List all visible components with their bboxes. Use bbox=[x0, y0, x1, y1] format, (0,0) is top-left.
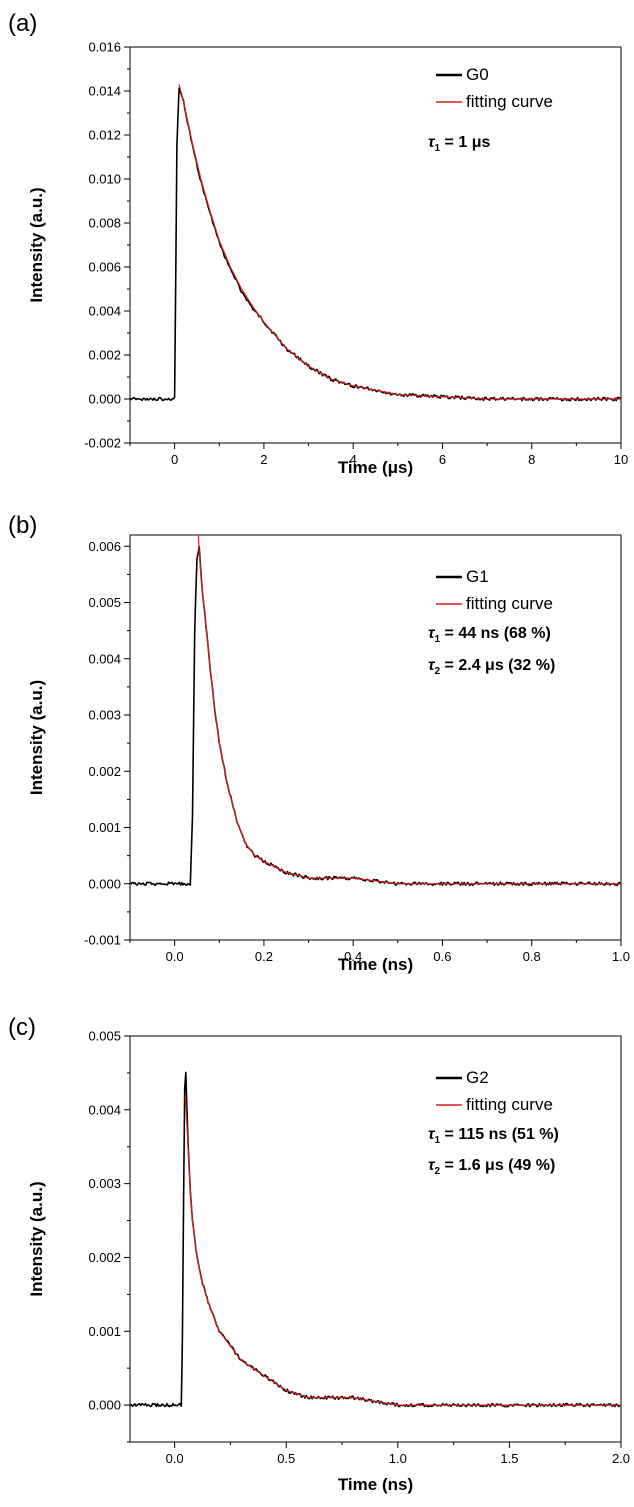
fit-series-line-a bbox=[178, 84, 621, 400]
x-tick-label-c: 2.0 bbox=[612, 1451, 630, 1466]
x-tick-label-b: 0.8 bbox=[523, 949, 541, 964]
chart-b-svg: (b) 0.0 0.2 0.4 0.6 0.8 1.0 -0.001 0.000 0.001 0.0… bbox=[8, 512, 630, 974]
chart-c-svg: (c) 0.0 0.5 1.0 1.5 2.0 0.000 0.001 0.002 0.003 0.… bbox=[8, 1014, 630, 1494]
y-tick-label-b: 0.000 bbox=[88, 876, 121, 891]
panel-label-a: (a) bbox=[8, 10, 37, 37]
lifetime-annotation-a: τ1 = 1 μs bbox=[428, 134, 490, 154]
lifetime-annotation-b: τ1 = 44 ns (68 %) bbox=[428, 625, 551, 645]
x-tick-label-b: 0.2 bbox=[255, 949, 273, 964]
chart-panel-a: (a) 0 2 4 6 8 10 -0.002 0.000 0.002 0.004 0.006 0.00… bbox=[0, 0, 634, 502]
legend-label-a: fitting curve bbox=[466, 92, 553, 111]
x-tick-label-c: 0.0 bbox=[166, 1451, 184, 1466]
y-tick-label-b: 0.001 bbox=[88, 820, 121, 835]
x-tick-label-c: 1.5 bbox=[500, 1451, 518, 1466]
y-tick-label-b: -0.001 bbox=[84, 933, 121, 948]
plot-frame-b bbox=[129, 534, 622, 941]
x-tick-label-a: 6 bbox=[439, 452, 446, 467]
plot-frame-c bbox=[129, 1035, 622, 1443]
lifetime-annotation-b: τ2 = 2.4 μs (32 %) bbox=[428, 657, 555, 677]
y-tick-label-b: 0.002 bbox=[88, 764, 121, 779]
y-tick-label-a: 0.002 bbox=[88, 348, 121, 363]
y-tick-label-a: 0.008 bbox=[88, 216, 121, 231]
legend-label-b: G1 bbox=[466, 567, 489, 586]
chart-panel-c: (c) 0.0 0.5 1.0 1.5 2.0 0.000 0.001 0.002 0.003 0.… bbox=[0, 1004, 634, 1506]
lifetime-annotation-c: τ1 = 115 ns (51 %) bbox=[428, 1126, 559, 1146]
data-series-line-a bbox=[130, 87, 621, 402]
fit-series-line-c bbox=[184, 1095, 621, 1406]
panel-label-c: (c) bbox=[8, 1014, 36, 1041]
y-tick-label-a: 0.014 bbox=[88, 84, 121, 99]
y-tick-label-a: 0.006 bbox=[88, 260, 121, 275]
y-tick-label-c: 0.003 bbox=[88, 1176, 121, 1191]
x-tick-label-a: 8 bbox=[528, 452, 535, 467]
y-tick-label-c: 0.000 bbox=[88, 1398, 121, 1413]
x-tick-label-c: 0.5 bbox=[277, 1451, 295, 1466]
y-tick-label-b: 0.006 bbox=[88, 539, 121, 554]
y-tick-label-b: 0.003 bbox=[88, 708, 121, 723]
y-tick-label-b: 0.004 bbox=[88, 651, 121, 666]
y-tick-label-c: 0.005 bbox=[88, 1029, 121, 1044]
y-tick-label-c: 0.002 bbox=[88, 1250, 121, 1265]
x-tick-label-a: 10 bbox=[614, 452, 628, 467]
y-axis-label-a: Intensity (a.u.) bbox=[27, 187, 46, 302]
y-tick-label-a: 0.004 bbox=[88, 304, 121, 319]
x-tick-label-b: 1.0 bbox=[612, 949, 630, 964]
y-tick-label-a: 0.010 bbox=[88, 172, 121, 187]
y-tick-label-c: 0.004 bbox=[88, 1102, 121, 1117]
y-tick-label-a: 0.012 bbox=[88, 128, 121, 143]
x-tick-label-a: 4 bbox=[350, 452, 357, 467]
chart-panel-b: (b) 0.0 0.2 0.4 0.6 0.8 1.0 -0.001 0.000 0.001 0.0… bbox=[0, 502, 634, 1004]
data-series-line-c bbox=[130, 1071, 621, 1408]
x-tick-label-b: 0.4 bbox=[344, 949, 362, 964]
y-axis-label-c: Intensity (a.u.) bbox=[27, 1181, 46, 1296]
x-tick-label-a: 2 bbox=[260, 452, 267, 467]
x-tick-label-c: 1.0 bbox=[389, 1451, 407, 1466]
x-axis-label-b: Time (ns) bbox=[338, 955, 413, 974]
x-axis-label-c: Time (ns) bbox=[338, 1475, 413, 1494]
x-tick-label-b: 0.6 bbox=[433, 949, 451, 964]
fit-series-line-b bbox=[197, 535, 621, 885]
panel-label-b: (b) bbox=[8, 512, 37, 539]
y-tick-label-a: 0.016 bbox=[88, 40, 121, 55]
legend-label-b: fitting curve bbox=[466, 594, 553, 613]
lifetime-annotation-c: τ2 = 1.6 μs (49 %) bbox=[428, 1157, 555, 1177]
x-tick-label-b: 0.0 bbox=[166, 949, 184, 964]
legend-label-c: fitting curve bbox=[466, 1095, 553, 1114]
legend-label-c: G2 bbox=[466, 1068, 489, 1087]
y-tick-label-c: 0.001 bbox=[88, 1324, 121, 1339]
y-tick-label-b: 0.005 bbox=[88, 595, 121, 610]
legend-label-a: G0 bbox=[466, 65, 489, 84]
y-tick-label-a: 0.000 bbox=[88, 392, 121, 407]
y-tick-label-a: -0.002 bbox=[84, 436, 121, 451]
y-axis-label-b: Intensity (a.u.) bbox=[27, 680, 46, 795]
x-axis-label-a: Time (μs) bbox=[338, 458, 413, 477]
x-tick-label-a: 0 bbox=[171, 452, 178, 467]
chart-a-svg: (a) 0 2 4 6 8 10 -0.002 0.000 0.002 0.004 0.006 0.00… bbox=[8, 10, 628, 477]
